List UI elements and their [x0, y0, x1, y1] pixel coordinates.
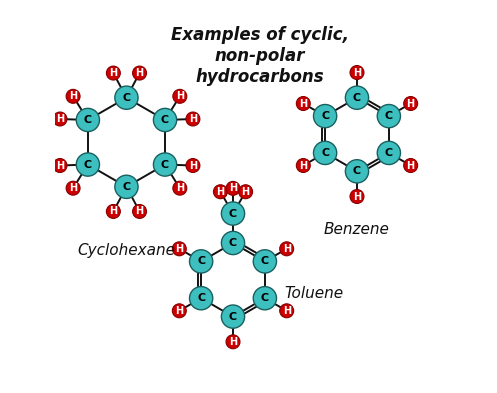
Text: H: H: [109, 206, 117, 217]
Circle shape: [280, 304, 294, 318]
Circle shape: [314, 141, 337, 165]
Circle shape: [226, 182, 240, 195]
Circle shape: [350, 189, 364, 204]
Text: H: H: [242, 187, 249, 197]
Circle shape: [345, 160, 369, 183]
Circle shape: [106, 204, 120, 219]
Text: C: C: [122, 93, 131, 103]
Circle shape: [173, 89, 187, 103]
Text: H: H: [407, 160, 414, 171]
Circle shape: [115, 86, 138, 109]
Text: H: H: [109, 68, 117, 78]
Circle shape: [296, 97, 310, 110]
Circle shape: [186, 112, 200, 126]
Text: C: C: [229, 238, 237, 248]
Circle shape: [296, 158, 310, 173]
Text: C: C: [161, 160, 169, 169]
Text: H: H: [136, 206, 144, 217]
Text: C: C: [122, 182, 131, 192]
Text: C: C: [197, 256, 205, 266]
Circle shape: [189, 250, 213, 273]
Circle shape: [280, 242, 294, 256]
Circle shape: [66, 181, 80, 195]
Circle shape: [154, 108, 176, 132]
Text: C: C: [353, 93, 361, 103]
Text: Toluene: Toluene: [285, 286, 344, 301]
Text: H: H: [176, 91, 184, 101]
Circle shape: [377, 105, 401, 128]
Circle shape: [221, 305, 245, 328]
Text: H: H: [69, 183, 77, 193]
Text: C: C: [321, 148, 329, 158]
Text: H: H: [189, 160, 197, 171]
Text: H: H: [216, 187, 225, 197]
Text: C: C: [229, 209, 237, 219]
Text: H: H: [229, 337, 237, 347]
Text: C: C: [385, 148, 393, 158]
Text: H: H: [56, 114, 64, 124]
Circle shape: [172, 242, 186, 256]
Text: H: H: [299, 99, 307, 108]
Text: C: C: [197, 293, 205, 303]
Circle shape: [345, 86, 369, 109]
Text: H: H: [189, 114, 197, 124]
Circle shape: [253, 286, 276, 310]
Circle shape: [173, 181, 187, 195]
Text: H: H: [407, 99, 414, 108]
Text: C: C: [353, 166, 361, 176]
Text: Benzene: Benzene: [324, 222, 390, 237]
Text: C: C: [261, 293, 269, 303]
Text: H: H: [69, 91, 77, 101]
Text: C: C: [84, 160, 92, 169]
Text: H: H: [353, 68, 361, 77]
Circle shape: [221, 231, 245, 255]
Circle shape: [172, 304, 186, 318]
Text: H: H: [283, 306, 291, 316]
Text: C: C: [385, 111, 393, 121]
Text: H: H: [136, 68, 144, 78]
Text: H: H: [229, 184, 237, 193]
Circle shape: [189, 286, 213, 310]
Text: Cyclohexane: Cyclohexane: [78, 243, 175, 258]
Circle shape: [186, 158, 200, 173]
Text: Examples of cyclic,
non-polar
hydrocarbons: Examples of cyclic, non-polar hydrocarbo…: [171, 26, 349, 86]
Circle shape: [53, 112, 67, 126]
Text: C: C: [229, 312, 237, 321]
Circle shape: [404, 158, 417, 173]
Text: C: C: [261, 256, 269, 266]
Circle shape: [53, 158, 67, 173]
Circle shape: [314, 105, 337, 128]
Text: H: H: [175, 244, 183, 254]
Circle shape: [404, 97, 417, 110]
Circle shape: [221, 202, 245, 225]
Circle shape: [115, 175, 138, 198]
Circle shape: [239, 185, 252, 199]
Text: H: H: [56, 160, 64, 171]
Text: H: H: [176, 183, 184, 193]
Circle shape: [226, 335, 240, 349]
Text: H: H: [283, 244, 291, 254]
Circle shape: [133, 66, 147, 80]
Text: C: C: [321, 111, 329, 121]
Circle shape: [350, 66, 364, 79]
Circle shape: [154, 153, 176, 176]
Text: H: H: [353, 191, 361, 202]
Circle shape: [133, 204, 147, 219]
Text: C: C: [84, 115, 92, 125]
Circle shape: [66, 89, 80, 103]
Circle shape: [76, 153, 99, 176]
Circle shape: [76, 108, 99, 132]
Text: H: H: [175, 306, 183, 316]
Circle shape: [106, 66, 120, 80]
Text: C: C: [161, 115, 169, 125]
Circle shape: [213, 185, 228, 199]
Circle shape: [377, 141, 401, 165]
Circle shape: [253, 250, 276, 273]
Text: H: H: [299, 160, 307, 171]
